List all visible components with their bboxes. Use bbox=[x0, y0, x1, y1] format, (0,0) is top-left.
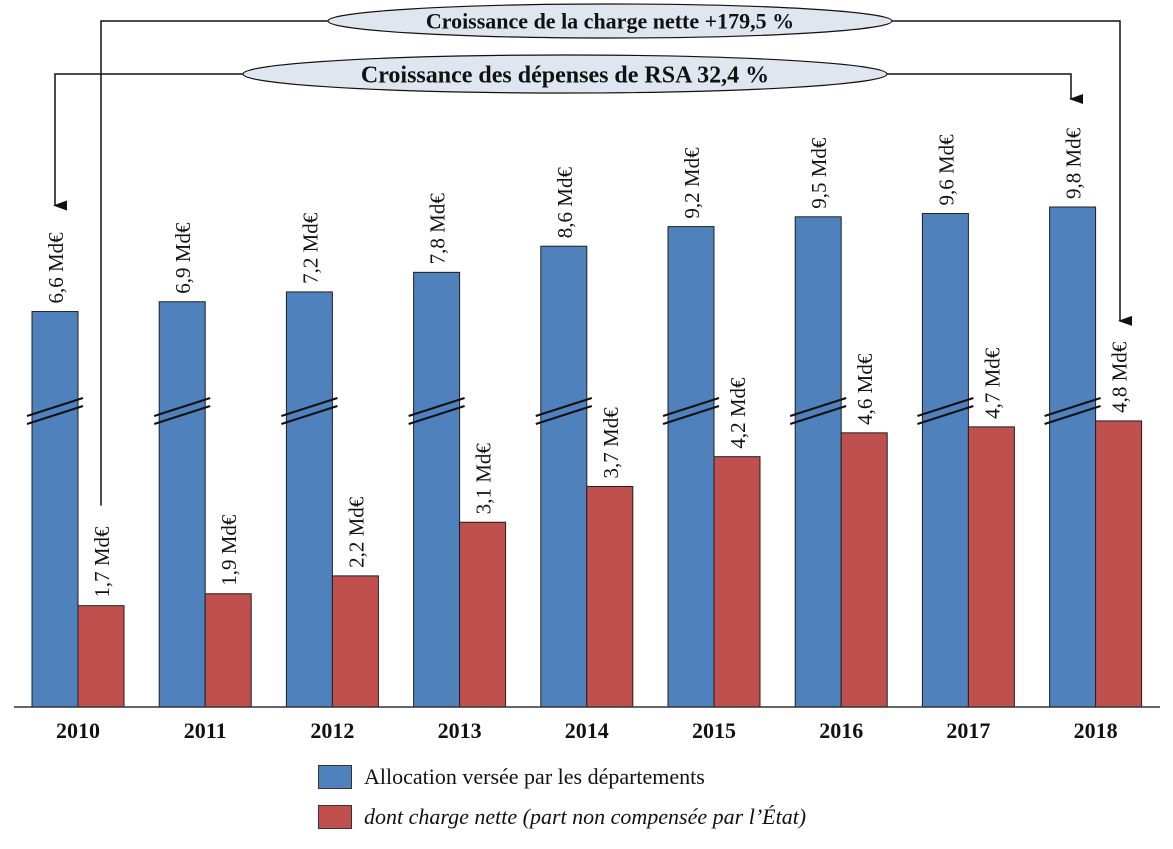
data-label-allocation-2014: 8,6 Md€ bbox=[553, 167, 577, 239]
data-label-allocation-2013: 7,8 Md€ bbox=[426, 193, 450, 265]
annotation-connector-left-0 bbox=[100, 20, 328, 506]
bar-charge-nette-2018 bbox=[1095, 420, 1143, 708]
x-tick-2011: 2011 bbox=[184, 718, 227, 743]
axis-break-mark bbox=[662, 397, 720, 417]
bar-allocation-2017 bbox=[921, 213, 969, 708]
bar-allocation-2010 bbox=[31, 311, 79, 708]
axis-break-mark bbox=[1044, 405, 1101, 425]
bar-allocation-2011 bbox=[158, 301, 206, 708]
axis-break-mark bbox=[535, 405, 593, 425]
data-label-allocation-2011: 6,9 Md€ bbox=[171, 222, 195, 294]
axis-break-mark bbox=[662, 405, 720, 425]
axis-break-mark bbox=[917, 397, 974, 417]
annotation-oval-1 bbox=[242, 54, 888, 94]
data-label-allocation-2015: 9,2 Md€ bbox=[680, 147, 704, 219]
bar-charge-nette-2012 bbox=[331, 575, 379, 708]
axis-break-mark bbox=[153, 397, 211, 417]
bar-allocation-2013 bbox=[413, 271, 461, 708]
axis-break-mark bbox=[281, 397, 338, 417]
bar-allocation-2018 bbox=[1049, 206, 1097, 708]
data-label-charge-nette-2013: 3,1 Md€ bbox=[472, 443, 496, 515]
legend-item-charge-nette: dont charge nette (part non compensée pa… bbox=[318, 804, 806, 830]
bar-charge-nette-2015 bbox=[713, 456, 761, 708]
axis-break-mark bbox=[26, 397, 84, 417]
axis-break-mark bbox=[789, 405, 847, 425]
bar-charge-nette-2017 bbox=[967, 426, 1015, 708]
bars bbox=[26, 206, 1143, 708]
data-label-charge-nette-2016: 4,6 Md€ bbox=[853, 353, 877, 425]
data-label-charge-nette-2012: 2,2 Md€ bbox=[344, 496, 368, 568]
annotation-connectors bbox=[53, 20, 1132, 506]
axis-break-mark bbox=[535, 397, 593, 417]
bar-charge-nette-2014 bbox=[586, 485, 634, 708]
annotation-connector-right-1 bbox=[887, 73, 1083, 104]
legend-swatch-charge-nette bbox=[318, 805, 352, 829]
data-label-allocation-2016: 9,5 Md€ bbox=[807, 137, 831, 209]
data-label-charge-nette-2015: 4,2 Md€ bbox=[726, 377, 750, 449]
x-tick-2010: 2010 bbox=[56, 718, 100, 743]
data-label-allocation-2017: 9,6 Md€ bbox=[934, 134, 958, 206]
data-label-charge-nette-2017: 4,7 Md€ bbox=[980, 347, 1004, 419]
axis-break-mark bbox=[1044, 397, 1101, 417]
annotation-text-1: Croissance des dépenses de RSA 32,4 % bbox=[361, 62, 769, 88]
data-label-charge-nette-2010: 1,7 Md€ bbox=[90, 526, 114, 598]
x-tick-2015: 2015 bbox=[692, 718, 736, 743]
data-label-charge-nette-2014: 3,7 Md€ bbox=[599, 407, 623, 479]
annotation-oval-0 bbox=[327, 3, 893, 39]
legend-item-allocation: Allocation versée par les départements bbox=[318, 764, 705, 790]
bar-allocation-2014 bbox=[540, 245, 588, 708]
x-tick-2013: 2013 bbox=[438, 718, 482, 743]
x-tick-2017: 2017 bbox=[946, 718, 990, 743]
legend-swatch-allocation bbox=[318, 765, 352, 789]
x-tick-2012: 2012 bbox=[310, 718, 354, 743]
bar-charge-nette-2011 bbox=[204, 593, 252, 708]
x-tick-2016: 2016 bbox=[819, 718, 863, 743]
bar-allocation-2016 bbox=[794, 216, 842, 708]
bar-allocation-2015 bbox=[667, 226, 715, 708]
axis-break-mark bbox=[408, 405, 465, 425]
data-label-allocation-2012: 7,2 Md€ bbox=[298, 212, 322, 284]
data-labels: 6,6 Md€ 1,7 Md€ 6,9 Md€ 1,9 Md€ 7,2 Md€ 2,2 M… bbox=[44, 127, 1132, 597]
annotation-text-0: Croissance de la charge nette +179,5 % bbox=[426, 9, 794, 34]
x-tick-2018: 2018 bbox=[1074, 718, 1118, 743]
bar-allocation-2012 bbox=[285, 291, 333, 708]
annotation-connector-left-1 bbox=[53, 73, 243, 211]
x-tick-labels: 2010 2011 2012 2013 2014 2015 2016 2017 2018 bbox=[56, 718, 1118, 743]
annotation-ovals: Croissance de la charge nette +179,5 % Cr… bbox=[242, 3, 893, 94]
data-label-allocation-2010: 6,6 Md€ bbox=[44, 232, 68, 304]
data-label-allocation-2018: 9,8 Md€ bbox=[1062, 127, 1086, 199]
axis-break-mark bbox=[281, 405, 338, 425]
legend-label-allocation: Allocation versée par les départements bbox=[364, 764, 705, 789]
axis-break-mark bbox=[408, 397, 465, 417]
axis-break-mark bbox=[917, 405, 974, 425]
axis-break-mark bbox=[153, 405, 211, 425]
legend-label-charge-nette: dont charge nette (part non compensée pa… bbox=[364, 804, 807, 829]
x-tick-2014: 2014 bbox=[565, 718, 609, 743]
data-label-charge-nette-2011: 1,9 Md€ bbox=[217, 514, 241, 586]
bar-charge-nette-2010 bbox=[77, 605, 125, 708]
axis-break-mark bbox=[789, 397, 847, 417]
axis-break-mark bbox=[26, 405, 84, 425]
bar-charge-nette-2016 bbox=[840, 432, 888, 708]
annotation-connector-right-0 bbox=[892, 20, 1132, 326]
data-label-charge-nette-2018: 4,8 Md€ bbox=[1108, 341, 1132, 413]
bar-charge-nette-2013 bbox=[459, 521, 507, 708]
